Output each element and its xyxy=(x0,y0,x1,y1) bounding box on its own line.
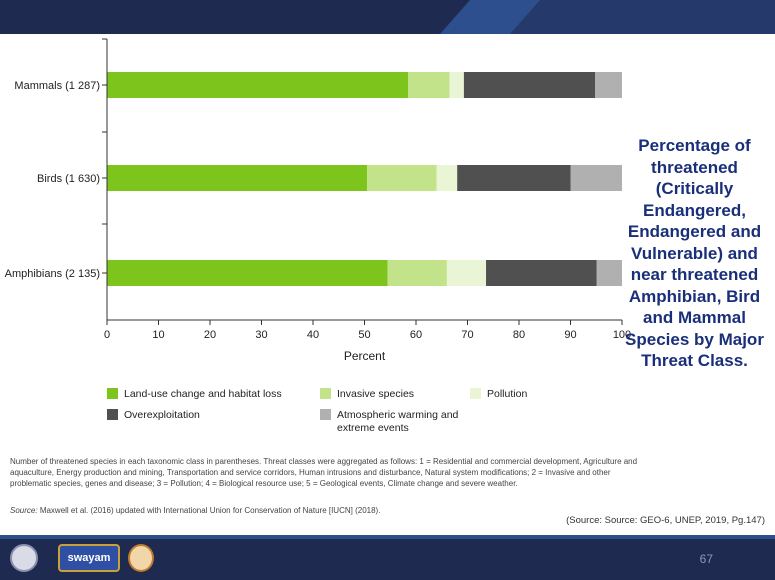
category-labels: Mammals (1 287) Birds (1 630) Amphibians (… xyxy=(5,80,100,280)
bar-segment-0-4 xyxy=(595,72,622,98)
x-tick-label: 10 xyxy=(152,329,164,341)
category-label: Mammals (1 287) xyxy=(14,80,100,92)
institute-logo xyxy=(10,544,38,572)
x-tick-label: 90 xyxy=(564,329,576,341)
bar-segment-2-0 xyxy=(107,260,388,286)
stacked-bar-chart: 0 10 20 30 40 50 60 70 80 90 100 Percent Mammals (1… xyxy=(5,38,631,434)
bar-segment-1-2 xyxy=(436,165,458,191)
axis-layer: 0 10 20 30 40 50 60 70 80 90 100 Percent xyxy=(102,38,631,363)
source-note: Source: Maxwell et al. (2016) updated wi… xyxy=(10,506,380,515)
bar-segment-2-3 xyxy=(486,260,597,286)
footer-line xyxy=(0,535,775,539)
legend-swatch xyxy=(470,388,481,399)
page-number: 67 xyxy=(699,552,713,566)
nptel-logo xyxy=(128,544,154,572)
bar-segment-1-1 xyxy=(367,165,437,191)
x-tick-label: 60 xyxy=(410,329,422,341)
legend-label: Pollution xyxy=(487,388,527,400)
legend: Land-use change and habitat loss Invasive… xyxy=(107,388,527,434)
citation: (Source: Source: GEO-6, UNEP, 2019, Pg.1… xyxy=(566,515,765,526)
bar-segment-1-4 xyxy=(570,165,622,191)
legend-swatch xyxy=(107,388,118,399)
bar-segment-2-2 xyxy=(446,260,487,286)
bar-segment-0-2 xyxy=(449,72,464,98)
bar-segment-0-0 xyxy=(107,72,409,98)
legend-label: Invasive species xyxy=(337,388,414,400)
bar-segment-2-1 xyxy=(387,260,447,286)
bar-segment-0-3 xyxy=(463,72,596,98)
x-tick-label: 30 xyxy=(255,329,267,341)
slide-title: Percentage of threatened (Critically End… xyxy=(625,136,764,370)
bar-segment-1-0 xyxy=(107,165,368,191)
x-tick-label: 40 xyxy=(307,329,319,341)
header-accent xyxy=(440,0,775,34)
x-tick-label: 80 xyxy=(513,329,525,341)
x-axis-label: Percent xyxy=(344,349,386,363)
bar-segment-1-3 xyxy=(457,165,571,191)
legend-label: Overexploitation xyxy=(124,409,200,421)
legend-label: Land-use change and habitat loss xyxy=(124,388,282,400)
legend-swatch xyxy=(320,388,331,399)
source-label: Source: xyxy=(10,506,38,515)
x-tick-label: 0 xyxy=(104,329,110,341)
bar-segment-0-1 xyxy=(408,72,450,98)
chart-footnote: Number of threatened species in each tax… xyxy=(10,457,638,488)
x-tick-label: 70 xyxy=(461,329,473,341)
bars-layer xyxy=(107,72,622,286)
category-label: Amphibians (2 135) xyxy=(5,268,100,280)
legend-swatch xyxy=(320,409,331,420)
swayam-logo: swayam xyxy=(58,544,120,572)
x-tick-label: 20 xyxy=(204,329,216,341)
bar-segment-2-4 xyxy=(596,260,622,286)
legend-swatch xyxy=(107,409,118,420)
legend-label: Atmospheric warming and extreme events xyxy=(337,409,459,434)
source-text: Maxwell et al. (2016) updated with Inter… xyxy=(39,506,381,515)
x-tick-label: 50 xyxy=(358,329,370,341)
x-tick-label: 100 xyxy=(613,329,631,341)
category-label: Birds (1 630) xyxy=(37,173,100,185)
